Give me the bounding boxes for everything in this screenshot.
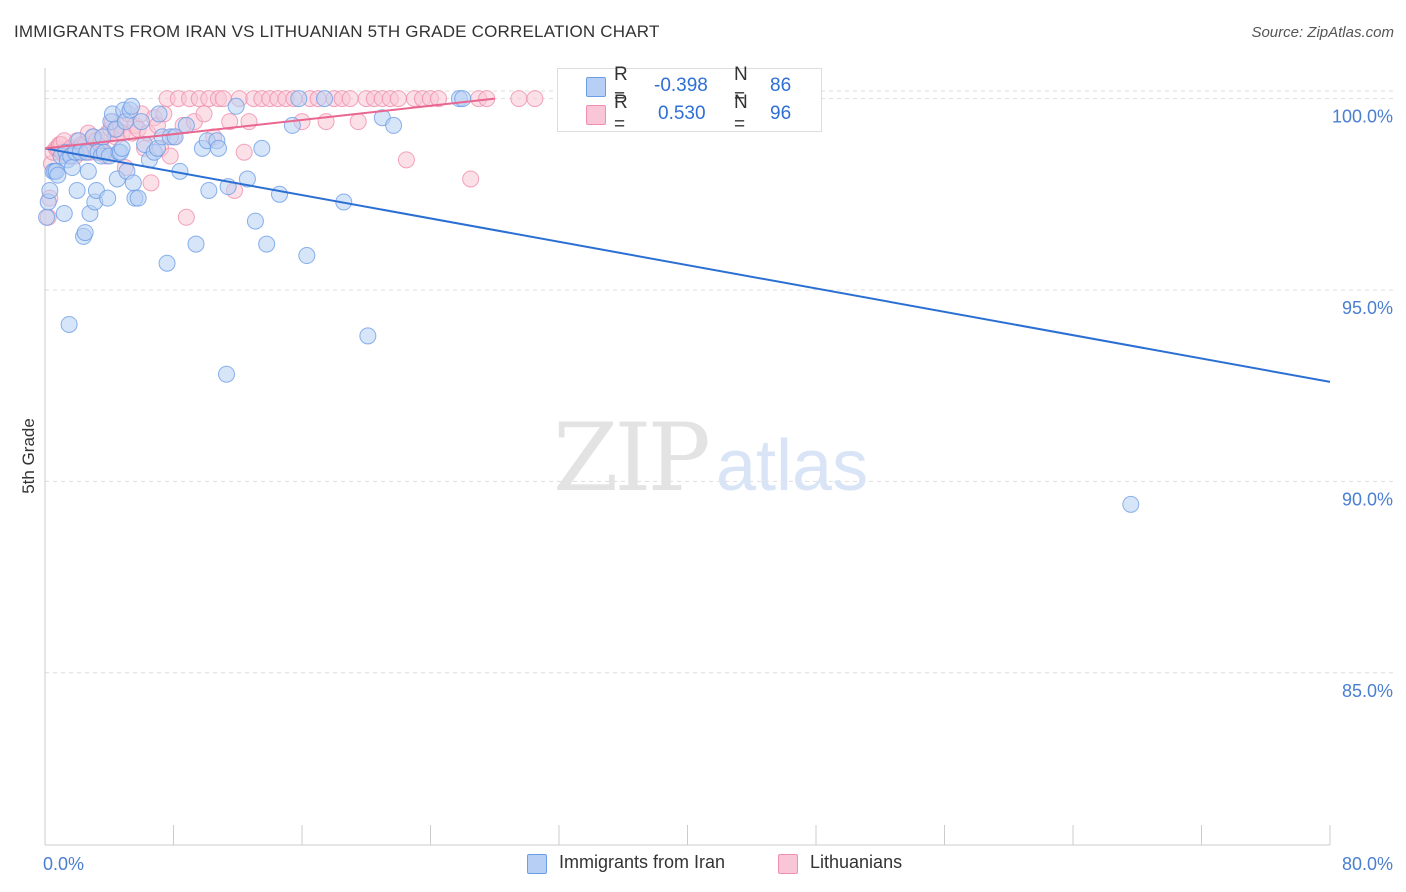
iran-point [129, 189, 147, 207]
iran-point [200, 181, 218, 199]
iran-point [298, 247, 316, 265]
lith-point [349, 113, 367, 131]
iran-point [227, 97, 245, 115]
watermark-atlas: atlas [716, 426, 868, 506]
legend-r-label: R = [614, 64, 628, 107]
iran-point [246, 212, 264, 230]
legend-swatch-iran [586, 77, 606, 97]
iran-point [177, 116, 195, 134]
x-tick-label: 80.0% [1342, 854, 1393, 874]
iran-point [55, 204, 73, 222]
y-tick-label: 95.0% [1342, 298, 1393, 318]
legend-swatch-lith [586, 105, 606, 125]
y-tick-label: 85.0% [1342, 681, 1393, 701]
iran-point [76, 224, 94, 242]
lith-point [430, 90, 448, 108]
iran-point [238, 170, 256, 188]
iran-point [123, 97, 141, 115]
iran-point [187, 235, 205, 253]
iran-point [132, 113, 150, 131]
lith-point [389, 90, 407, 108]
tick-labels: 85.0% 90.0% 95.0% 100.0% 0.0% 80.0% 5th Grade [19, 107, 1393, 874]
lith-point [177, 208, 195, 226]
lith-point [397, 151, 415, 169]
lith-point [462, 170, 480, 188]
iran-point [63, 159, 81, 177]
iran-point [218, 365, 236, 383]
trend-lines [44, 97, 1331, 383]
watermark-zip: ZIP [553, 404, 707, 513]
chart-title: IMMIGRANTS FROM IRAN VS LITHUANIAN 5TH G… [14, 22, 660, 41]
iran-point [60, 315, 78, 333]
legend-n-value: 86 [770, 75, 792, 96]
iran-point [258, 235, 276, 253]
lith-point [161, 147, 179, 165]
legend-r-value: -0.398 [654, 75, 708, 96]
y-axis-title: 5th Grade [19, 418, 38, 494]
chart-source: Source: ZipAtlas.com [1251, 24, 1394, 41]
legend-n-label: N = [734, 64, 748, 107]
lith-trend-line [44, 97, 495, 150]
iran-point [290, 90, 308, 108]
iran-point [454, 90, 472, 108]
iran-point [124, 174, 142, 192]
lith-point [510, 90, 528, 108]
iran-point [79, 162, 97, 180]
legend-swatch-iran [527, 854, 547, 874]
iran-point [68, 181, 86, 199]
watermark: ZIP atlas [553, 404, 868, 513]
lith-point [526, 90, 544, 108]
lith-point [341, 90, 359, 108]
x-tick-label: 0.0% [43, 854, 84, 874]
iran-point [113, 139, 131, 157]
iran-point [209, 139, 227, 157]
y-tick-label: 100.0% [1332, 107, 1393, 127]
lith-point [235, 143, 253, 161]
iran-point [253, 139, 271, 157]
iran-point [41, 181, 59, 199]
legend-label-lith: Lithuanians [810, 852, 903, 872]
legend-n-value: 96 [770, 103, 792, 124]
iran-trend-line [44, 147, 1331, 383]
iran-point [1122, 495, 1140, 513]
iran-point [49, 166, 67, 184]
iran-point [359, 327, 377, 345]
iran-point [271, 185, 289, 203]
iran-point [315, 90, 333, 108]
correlation-legend: R = -0.398 N = 86 R = 0.530 N = 96 [557, 64, 822, 135]
iran-point [385, 116, 403, 134]
lith-point [195, 105, 213, 123]
iran-point [99, 189, 117, 207]
legend-r-label: R = [614, 92, 628, 135]
legend-r-value: 0.530 [658, 103, 706, 124]
iran-points [38, 90, 1140, 513]
lith-point [142, 174, 160, 192]
y-tick-label: 90.0% [1342, 489, 1393, 509]
iran-point [158, 254, 176, 272]
legend-n-label: N = [734, 92, 748, 135]
iran-point [38, 208, 56, 226]
legend-label-iran: Immigrants from Iran [559, 852, 726, 872]
lith-point [221, 113, 239, 131]
iran-point [150, 105, 168, 123]
legend-swatch-lith [778, 854, 798, 874]
